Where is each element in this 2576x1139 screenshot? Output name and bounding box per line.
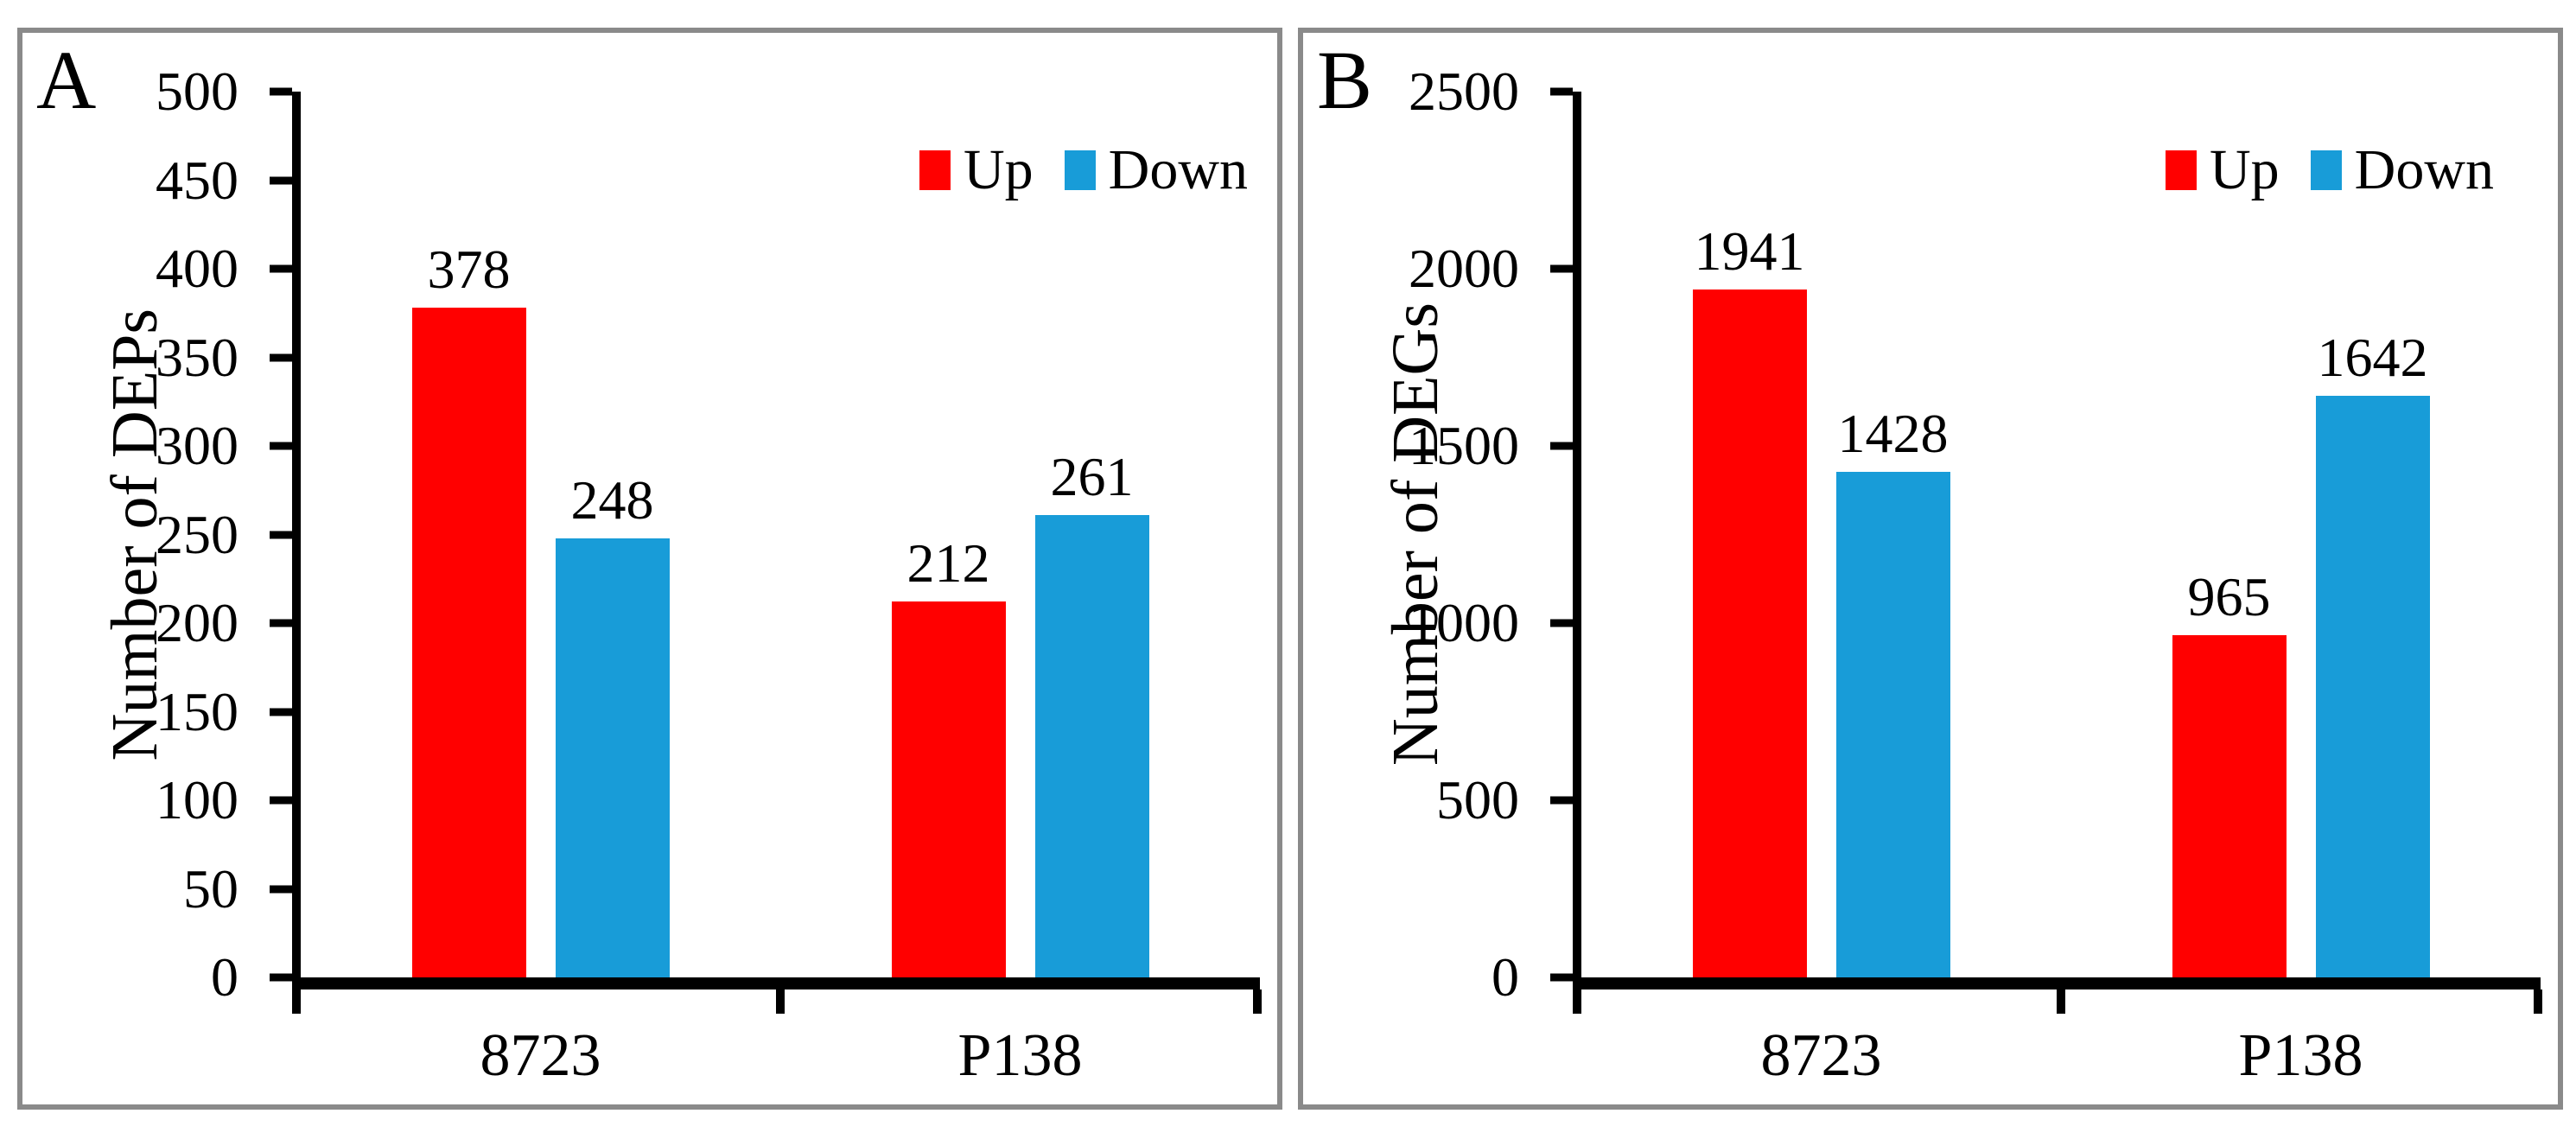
bar-up-p138 xyxy=(891,601,1006,977)
y-axis-tick-label: 0 xyxy=(211,946,239,1008)
y-axis-tick-label: 300 xyxy=(156,415,239,476)
y-axis-tick-label: 350 xyxy=(156,326,239,388)
panel-b-letter: B xyxy=(1317,34,1373,126)
legend-up-swatch-icon xyxy=(919,150,951,190)
y-axis-tick xyxy=(270,531,292,538)
y-axis-tick-label: 400 xyxy=(156,238,239,299)
legend-item-up: Up xyxy=(919,142,1034,199)
y-axis-tick xyxy=(270,796,292,805)
legend: Up Down xyxy=(919,142,1248,199)
y-axis-tick-label: 450 xyxy=(156,149,239,211)
y-axis-tick-label: 2500 xyxy=(1409,60,1519,122)
bar-down-8723 xyxy=(555,538,670,977)
legend-down-swatch-icon xyxy=(2310,150,2342,190)
bar-value-label: 1642 xyxy=(2317,326,2428,388)
y-axis-tick-label: 1000 xyxy=(1409,592,1519,653)
bar-down-p138 xyxy=(2315,395,2430,977)
legend-up-swatch-icon xyxy=(2166,150,2197,190)
y-axis-tick xyxy=(270,353,292,361)
legend-item-down: Down xyxy=(1064,138,1248,201)
y-axis-tick-label: 50 xyxy=(183,857,239,919)
x-axis-tick xyxy=(776,989,785,1014)
plot-area-b: 8723 P138 Up Down 0 500 1000 1500 2000 2500 19… xyxy=(1409,64,2542,1086)
y-axis-tick xyxy=(1550,264,1573,273)
bar-value-label: 1941 xyxy=(1694,220,1805,283)
y-axis-tick-label: 200 xyxy=(156,592,239,653)
panel-a: A Number of DEPs 8723 P138 Up Down 0 50 10… xyxy=(17,28,1282,1110)
x-axis-tick xyxy=(1573,989,1581,1014)
y-axis-title-degs: Number of DEGs xyxy=(1378,302,1452,767)
y-axis-tick xyxy=(270,973,292,982)
legend-item-up: Up xyxy=(2166,142,2280,199)
bar-down-p138 xyxy=(1034,514,1149,977)
y-axis-tick xyxy=(270,442,292,450)
x-category-p138: P138 xyxy=(957,1022,1083,1089)
legend-down-label: Down xyxy=(2354,138,2494,201)
x-axis-tick xyxy=(2534,989,2542,1014)
bar-up-8723 xyxy=(411,308,526,977)
y-axis-tick xyxy=(1550,973,1573,982)
y-axis-tick xyxy=(270,619,292,627)
y-axis-tick xyxy=(270,885,292,893)
y-axis-tick xyxy=(270,708,292,716)
y-axis-tick-label: 100 xyxy=(156,769,239,830)
legend-item-down: Down xyxy=(2310,138,2494,201)
legend-up-label: Up xyxy=(2210,138,2280,201)
y-axis-tick-label: 500 xyxy=(156,60,239,122)
legend-down-label: Down xyxy=(1108,138,1248,201)
y-axis-tick xyxy=(1550,796,1573,805)
y-axis-tick-label: 150 xyxy=(156,680,239,742)
x-axis-tick xyxy=(1253,989,1262,1014)
bar-up-8723 xyxy=(1692,290,1807,977)
panel-b: B Number of DEGs 8723 P138 Up Down 0 500 1… xyxy=(1298,28,2563,1110)
x-category-8723: 8723 xyxy=(1760,1022,1882,1089)
bar-value-label: 1428 xyxy=(1837,402,1949,464)
y-axis-tick xyxy=(1550,87,1573,96)
legend: Up Down xyxy=(2166,142,2494,199)
bar-value-label: 248 xyxy=(570,468,654,531)
y-axis-tick-label: 2000 xyxy=(1409,238,1519,299)
panel-a-letter: A xyxy=(36,34,97,126)
bar-down-8723 xyxy=(1835,471,1950,977)
y-axis-tick-label: 250 xyxy=(156,503,239,565)
x-category-8723: 8723 xyxy=(480,1022,601,1089)
bar-value-label: 212 xyxy=(906,532,990,595)
bar-value-label: 261 xyxy=(1050,445,1134,507)
bar-up-p138 xyxy=(2172,635,2287,977)
plot-area-a: 8723 P138 Up Down 0 50 100 150 200 250 300 350 4… xyxy=(156,64,1262,1086)
y-axis-tick xyxy=(270,87,292,96)
bar-value-label: 378 xyxy=(427,239,511,301)
y-axis-tick-label: 500 xyxy=(1436,769,1519,830)
y-axis-tick xyxy=(270,264,292,273)
x-axis-tick xyxy=(292,989,301,1014)
y-axis-tick xyxy=(1550,442,1573,450)
bar-value-label: 965 xyxy=(2187,566,2271,628)
y-axis-tick-label: 0 xyxy=(1492,946,1519,1008)
y-axis-tick-label: 1500 xyxy=(1409,415,1519,476)
y-axis-title-wrap: Number of DEGs xyxy=(1364,92,1467,977)
x-axis-tick xyxy=(2057,989,2065,1014)
y-axis-tick xyxy=(270,176,292,184)
legend-down-swatch-icon xyxy=(1064,150,1096,190)
y-axis-tick xyxy=(1550,619,1573,627)
x-category-p138: P138 xyxy=(2238,1022,2363,1089)
legend-up-label: Up xyxy=(964,138,1034,201)
